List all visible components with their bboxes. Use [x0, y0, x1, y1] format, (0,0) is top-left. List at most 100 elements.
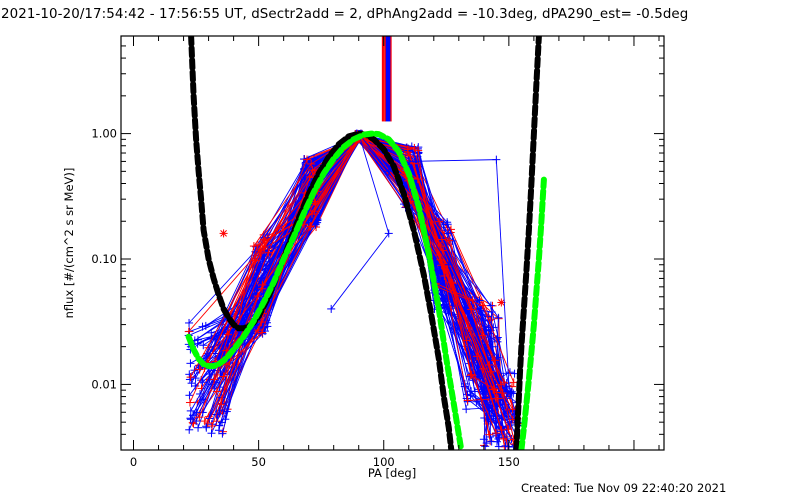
red-trace-marker [466, 371, 475, 380]
y-tick-label: 1.00 [91, 127, 117, 141]
red-trace-marker [188, 418, 197, 427]
blue-trace-marker [442, 299, 451, 308]
red-trace-marker [491, 356, 500, 365]
blue-trace-marker [186, 359, 195, 368]
fit-green-dashed-right [518, 176, 547, 450]
red-trace-marker [410, 143, 419, 152]
blue-trace-marker [202, 423, 211, 432]
blue-trace-marker [486, 301, 495, 310]
red-trace-line [227, 138, 490, 435]
outlier-line [408, 159, 497, 162]
blue-trace-marker [506, 387, 515, 396]
fit-green-dashed-left [185, 130, 465, 450]
red-trace-marker [437, 235, 446, 244]
model-black-dashed-right [513, 36, 542, 450]
red-trace-marker [306, 222, 315, 231]
red-trace-marker [485, 430, 494, 439]
blue-trace-line [188, 136, 515, 430]
blue-trace-marker [482, 326, 491, 335]
red-trace-marker [472, 352, 481, 361]
blue-trace-marker [311, 220, 320, 229]
red-trace-marker [494, 394, 503, 403]
axes: 0 50 100 150 0.01 0.10 1.00 [91, 35, 664, 469]
marker-d2 [497, 299, 505, 306]
blue-trace-marker [487, 308, 496, 317]
blue-trace-marker [198, 395, 207, 404]
blue-trace-line [228, 133, 520, 426]
blue-trace-marker [187, 379, 196, 388]
red-trace-marker [509, 378, 518, 387]
blue-trace-marker [186, 415, 195, 424]
red-trace-marker [497, 425, 506, 434]
y-tick-label: 0.01 [91, 377, 117, 391]
x-tick-label: 150 [498, 455, 520, 469]
red-trace-marker [195, 365, 204, 374]
red-trace-marker [310, 207, 319, 216]
blue-trace-marker [481, 442, 490, 450]
blue-trace-marker [475, 296, 484, 305]
blue-trace-marker [493, 437, 502, 446]
red-trace-marker [467, 305, 476, 314]
red-trace-marker [406, 152, 415, 161]
plot-frame [120, 35, 665, 451]
blue-trace-line [203, 135, 510, 412]
blue-trace-marker [443, 220, 452, 229]
y-axis-label: nflux [#/(cm^2 s sr MeV)] [62, 168, 76, 319]
blue-trace-marker [199, 341, 208, 350]
blue-trace-marker [501, 441, 510, 450]
blue-trace-line [224, 134, 503, 427]
red-trace-marker [212, 387, 221, 396]
blue-trace-marker [462, 405, 471, 414]
red-trace-marker [257, 318, 266, 327]
red-trace-marker [467, 370, 476, 379]
red-trace-marker [499, 434, 508, 443]
x-tick-label: 0 [130, 455, 137, 469]
created-timestamp: Created: Tue Nov 09 22:40:20 2021 [521, 481, 727, 495]
blue-trace-marker [185, 425, 194, 434]
red-trace-marker [491, 429, 500, 438]
blue-trace-marker [196, 389, 205, 398]
red-trace-marker [195, 413, 204, 422]
chart-title: 2021-10-20/17:54:42 - 17:56:55 UT, dSect… [1, 7, 689, 22]
blue-trace-marker [494, 313, 503, 322]
red-trace-marker [260, 243, 269, 252]
blue-trace-marker [218, 429, 227, 438]
red-trace-marker [217, 400, 226, 409]
blue-trace-marker [205, 414, 214, 423]
marker-d2 [220, 230, 227, 237]
x-tick-label: 100 [373, 455, 395, 469]
red-trace-marker [305, 172, 314, 181]
blue-trace-marker [439, 220, 448, 229]
blue-trace-marker [449, 301, 458, 310]
spike-band [384, 36, 391, 122]
outlier-marker [497, 298, 506, 307]
outlier-line [358, 133, 390, 234]
blue-trace-marker [207, 429, 216, 438]
outlier-line [358, 133, 390, 172]
blue-trace-marker [185, 318, 194, 327]
y-tick-label: 0.10 [91, 252, 117, 266]
red-trace-marker [256, 248, 265, 257]
blue-trace-marker [215, 421, 224, 430]
red-trace-marker [478, 301, 487, 310]
red-trace-marker [307, 159, 316, 168]
blue-trace-marker [185, 391, 194, 400]
red-trace-marker [185, 398, 194, 407]
outlier-line [330, 233, 390, 310]
red-trace-marker [186, 373, 195, 382]
red-trace-marker [435, 217, 444, 226]
red-trace-marker [208, 422, 217, 431]
blue-trace-marker [194, 423, 203, 432]
blue-trace-marker [186, 406, 195, 415]
blue-trace-marker [495, 433, 504, 442]
blue-trace-marker [482, 439, 491, 448]
x-tick-label: 50 [251, 455, 266, 469]
outlier-line [495, 159, 510, 385]
red-trace-marker [308, 166, 317, 175]
red-trace-marker [303, 155, 312, 164]
outlier-marker [219, 229, 228, 238]
red-trace-marker [219, 372, 228, 381]
red-trace-line [198, 137, 499, 418]
red-trace-marker [258, 284, 267, 293]
